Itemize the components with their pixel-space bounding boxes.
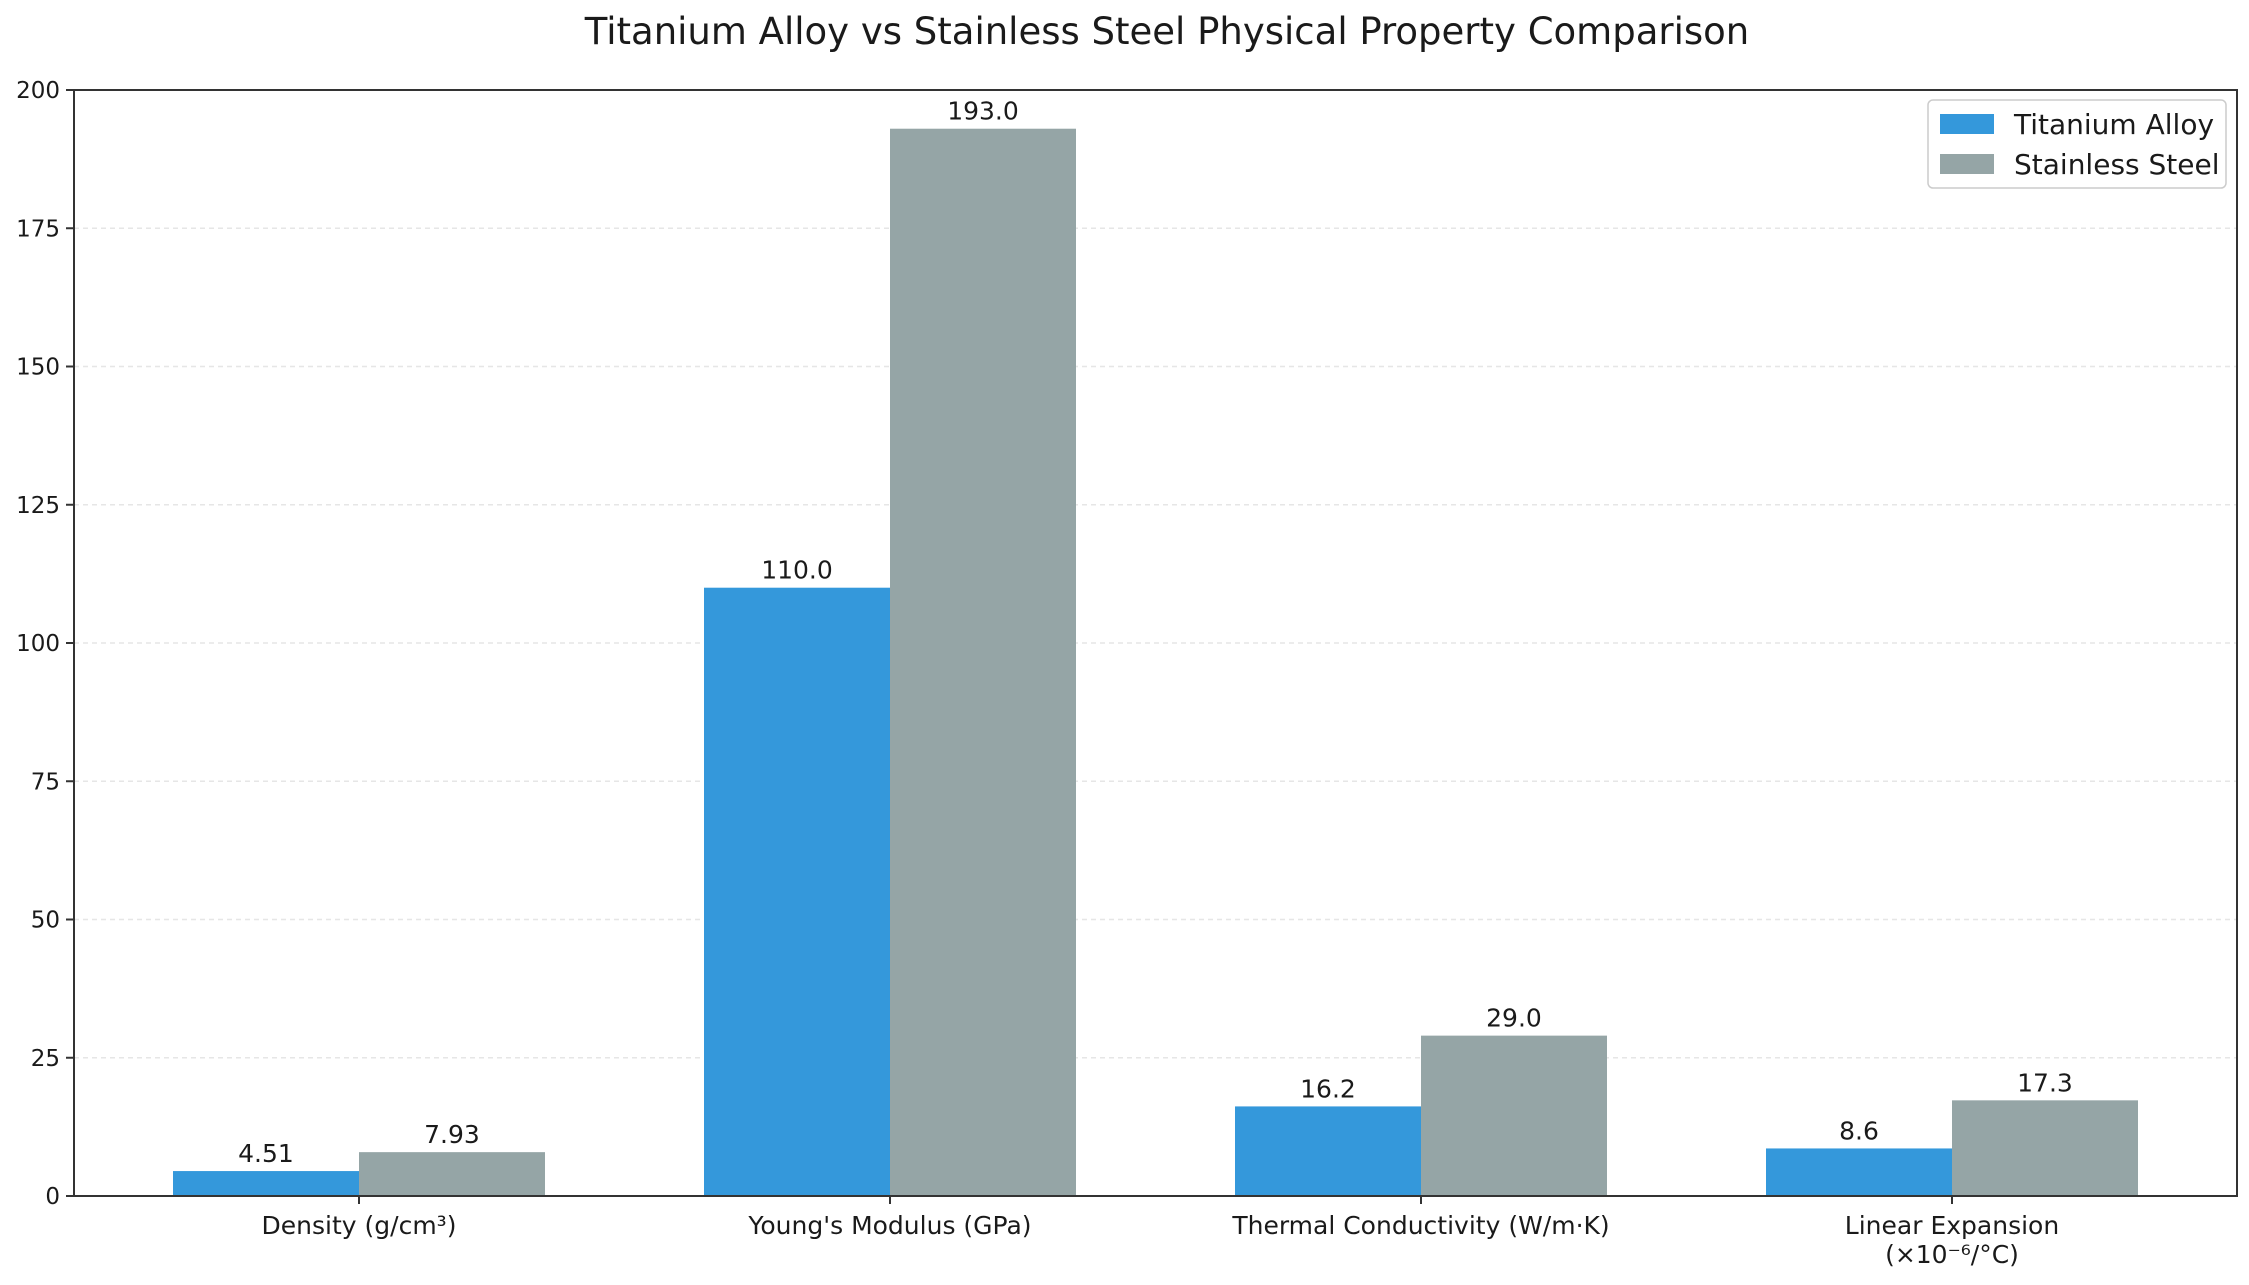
- y-tick-label: 50: [31, 908, 60, 934]
- x-tick-label: (×10⁻⁶/°C): [1885, 1240, 2019, 1269]
- x-tick-label: Linear Expansion: [1845, 1211, 2059, 1240]
- legend-swatch: [1940, 154, 1994, 174]
- legend-box: [1927, 99, 2227, 189]
- chart-title: Titanium Alloy vs Stainless Steel Physic…: [584, 10, 1749, 53]
- y-tick-label: 150: [16, 355, 60, 381]
- x-tick-label: Density (g/cm³): [262, 1211, 457, 1240]
- bar-stainless-steel: [890, 128, 1076, 1197]
- bar-stainless-steel: [1421, 1035, 1607, 1196]
- x-tick-label: Young's Modulus (GPa): [747, 1211, 1031, 1240]
- bars: [173, 128, 2138, 1197]
- y-tick-label: 0: [45, 1184, 60, 1210]
- bar-value-label: 8.6: [1839, 1116, 1879, 1145]
- x-axis: Density (g/cm³) Young's Modulus (GPa) Ther…: [262, 1196, 2059, 1269]
- bar-value-label: 29.0: [1486, 1004, 1542, 1033]
- bar-value-label: 17.3: [2017, 1068, 2073, 1097]
- bar-value-label: 193.0: [947, 97, 1019, 126]
- bar-stainless-steel: [359, 1152, 545, 1196]
- bar-value-label: 16.2: [1300, 1074, 1356, 1103]
- bar-titanium-alloy: [173, 1171, 359, 1196]
- legend-entry-label: Stainless Steel: [2014, 148, 2220, 181]
- bar-value-label: 7.93: [424, 1120, 480, 1149]
- y-tick-label: 100: [16, 631, 60, 657]
- y-tick-label: 175: [16, 216, 60, 242]
- x-tick-label: Thermal Conductivity (W/m·K): [1231, 1211, 1609, 1240]
- bar-titanium-alloy: [1235, 1106, 1421, 1196]
- bar-titanium-alloy: [704, 587, 890, 1196]
- y-tick-label: 75: [31, 769, 60, 795]
- y-axis: 0 25 50 75 100 125 150 175 200: [16, 78, 74, 1210]
- bar-value-label: 4.51: [238, 1139, 294, 1168]
- bar-value-label: 110.0: [761, 556, 833, 585]
- legend: Titanium Alloy Stainless Steel: [1927, 99, 2227, 189]
- grid-lines: [74, 89, 2237, 1059]
- value-labels: 4.51 7.93 110.0 193.0 16.2 29.0 8.6 17.3: [238, 97, 2073, 1168]
- legend-entry-label: Titanium Alloy: [2013, 108, 2214, 141]
- legend-swatch: [1940, 114, 1994, 134]
- y-tick-label: 25: [31, 1046, 60, 1072]
- bar-stainless-steel: [1952, 1100, 2138, 1196]
- y-tick-label: 200: [16, 78, 60, 104]
- y-tick-label: 125: [16, 493, 60, 519]
- bar-titanium-alloy: [1766, 1148, 1952, 1196]
